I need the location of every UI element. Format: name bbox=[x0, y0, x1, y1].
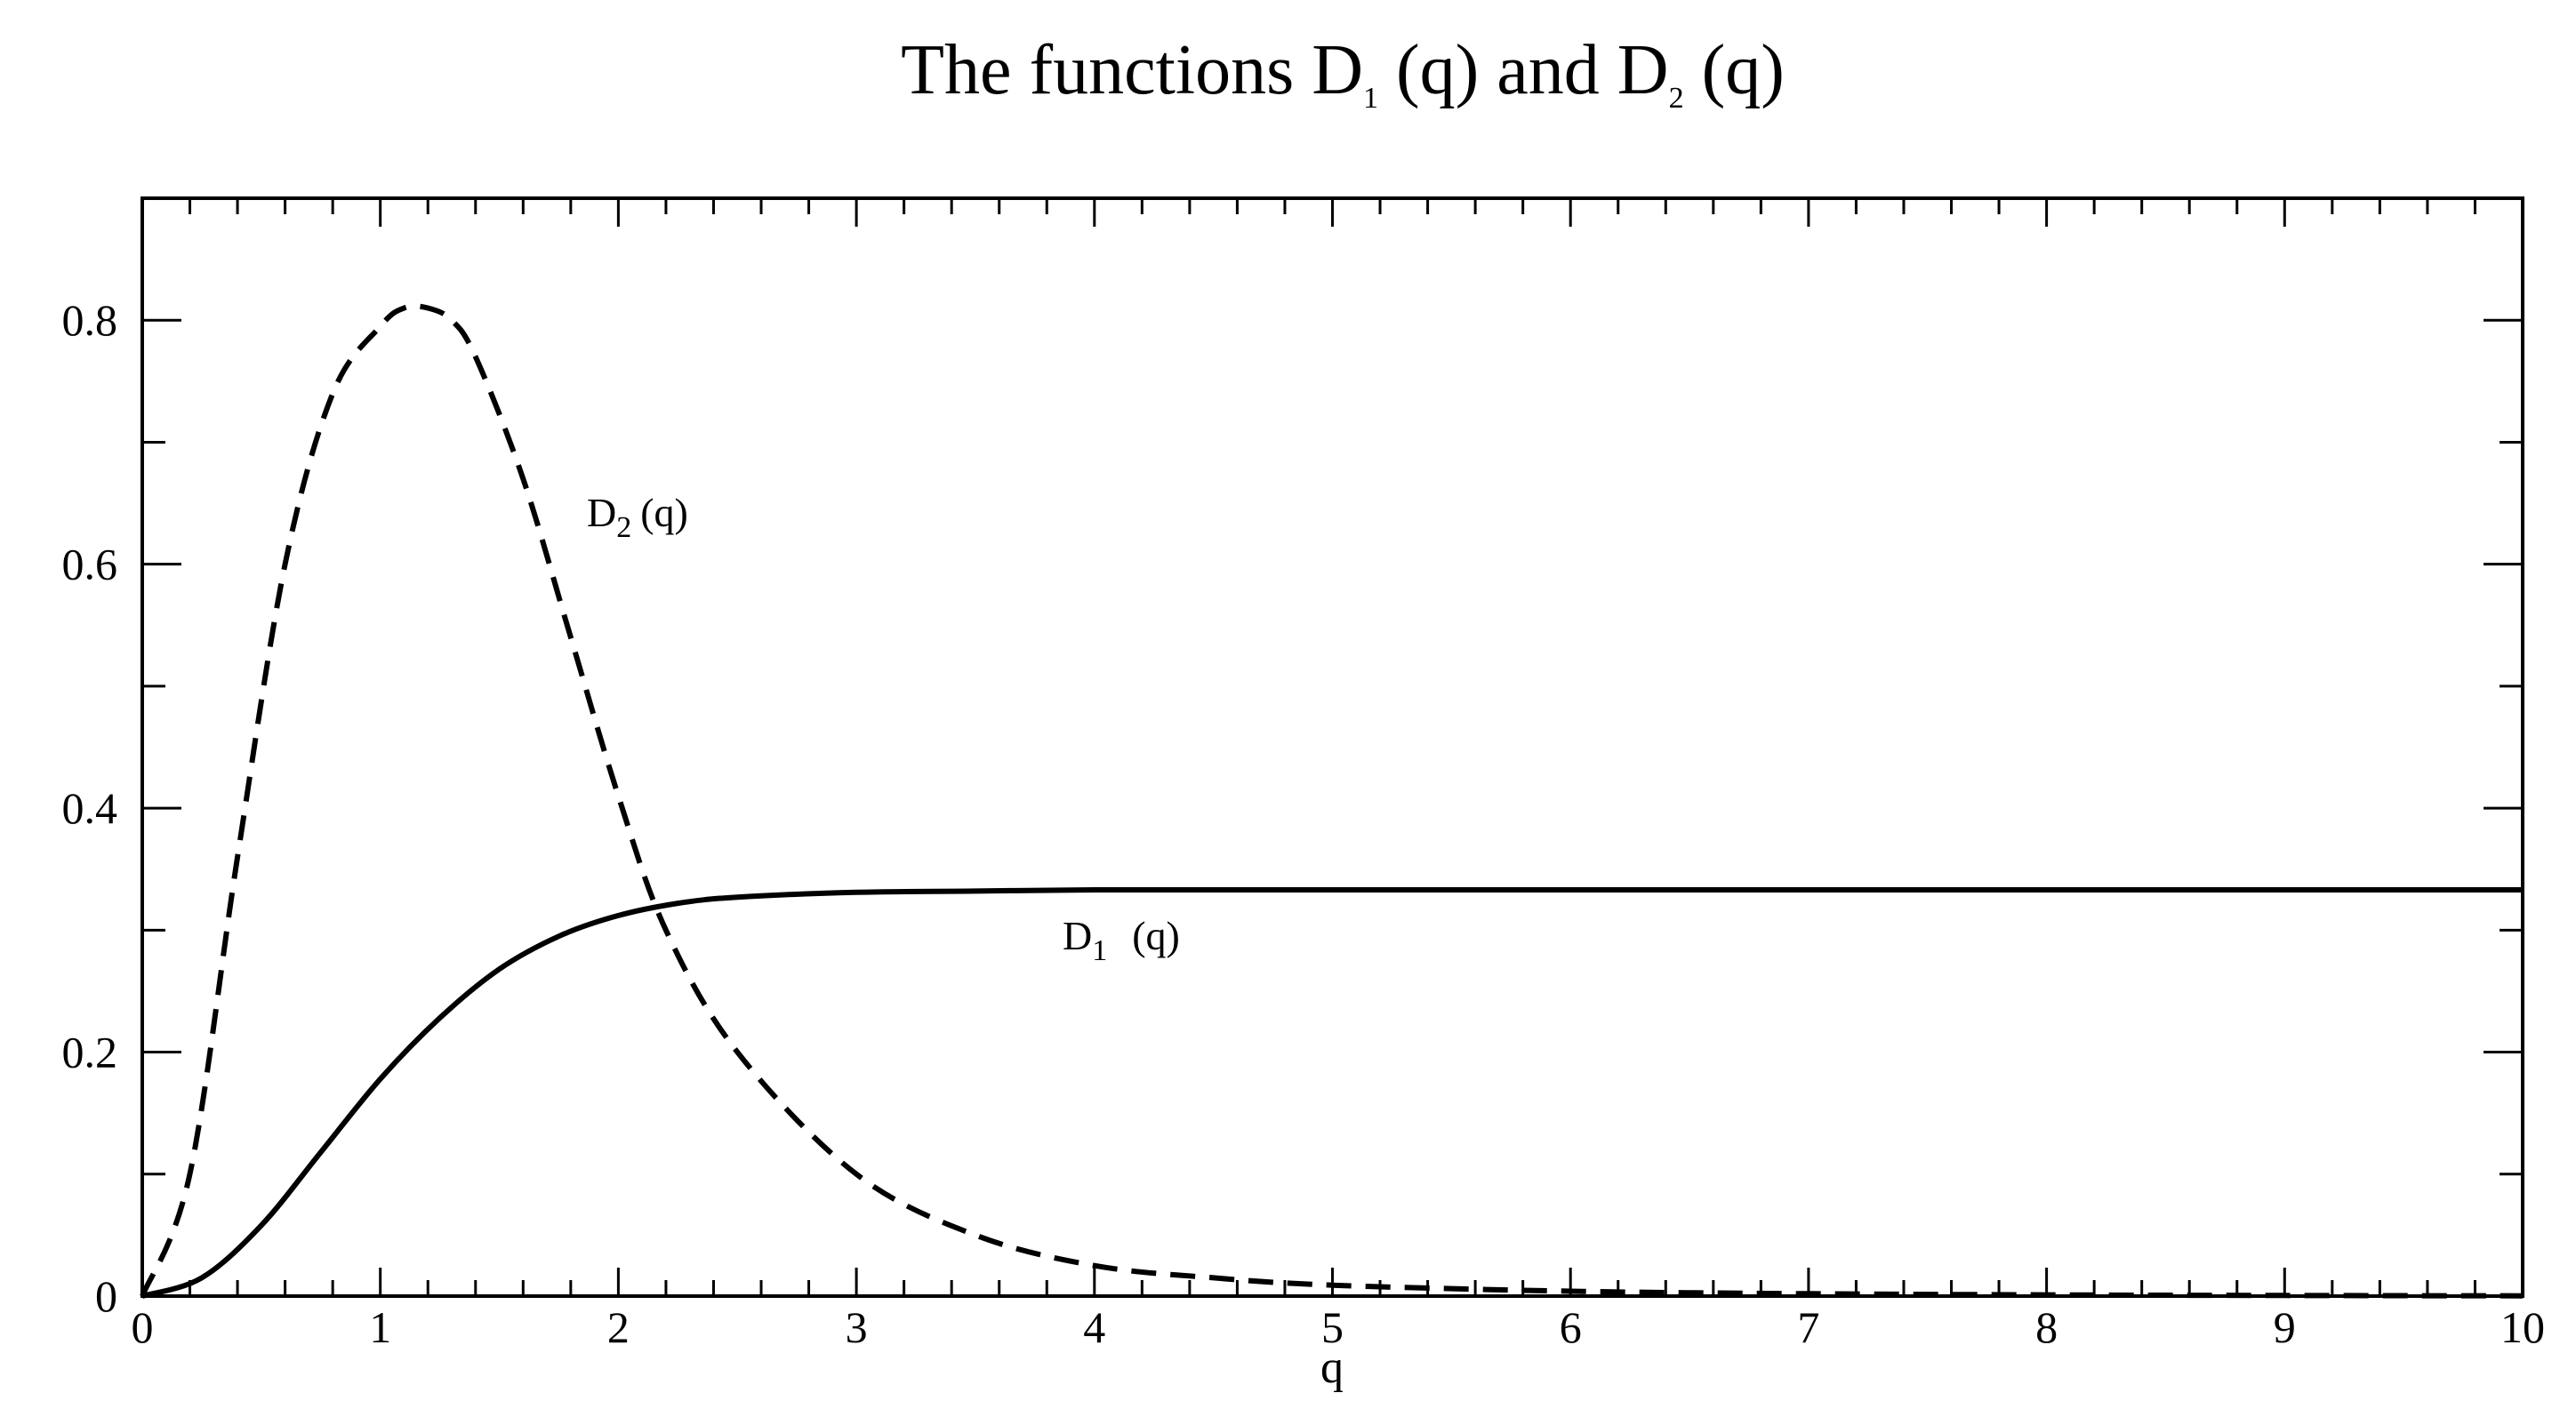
x-tick-label: 2 bbox=[607, 1302, 630, 1352]
x-axis-label: q bbox=[1320, 1342, 1344, 1393]
x-tick-label: 5 bbox=[1321, 1302, 1344, 1352]
series-label-d1: D1 (q) bbox=[1063, 913, 1180, 967]
y-tick-label: 0.2 bbox=[62, 1028, 118, 1077]
x-tick-label: 0 bbox=[132, 1302, 154, 1352]
series-d1-line bbox=[141, 886, 2523, 1299]
x-tick-label: 8 bbox=[2035, 1302, 2058, 1352]
x-tick-label: 10 bbox=[2500, 1302, 2545, 1352]
series-label-d2: D2 (q) bbox=[587, 490, 688, 544]
tick-labels: 0 1 2 3 4 5 6 7 8 9 10 0 0.2 0.4 0.6 0.8 bbox=[62, 295, 2546, 1352]
y-tick-label: 0.6 bbox=[62, 540, 118, 589]
x-tick-label: 1 bbox=[369, 1302, 391, 1352]
y-tick-label: 0.4 bbox=[62, 783, 118, 833]
chart-title: The functions D1 (q) and D2 (q) bbox=[901, 31, 1785, 115]
axis-ticks bbox=[140, 196, 2524, 1298]
x-tick-label: 4 bbox=[1083, 1302, 1105, 1352]
x-tick-label: 6 bbox=[1560, 1302, 1582, 1352]
x-tick-label: 3 bbox=[846, 1302, 868, 1352]
x-tick-label: 7 bbox=[1797, 1302, 1819, 1352]
plot-frame bbox=[140, 196, 2524, 1298]
y-tick-label: 0 bbox=[95, 1271, 117, 1321]
x-tick-label: 9 bbox=[2274, 1302, 2296, 1352]
series-layer bbox=[140, 303, 2524, 1299]
y-tick-label: 0.8 bbox=[62, 295, 118, 345]
series-d2-line bbox=[140, 303, 2524, 1299]
